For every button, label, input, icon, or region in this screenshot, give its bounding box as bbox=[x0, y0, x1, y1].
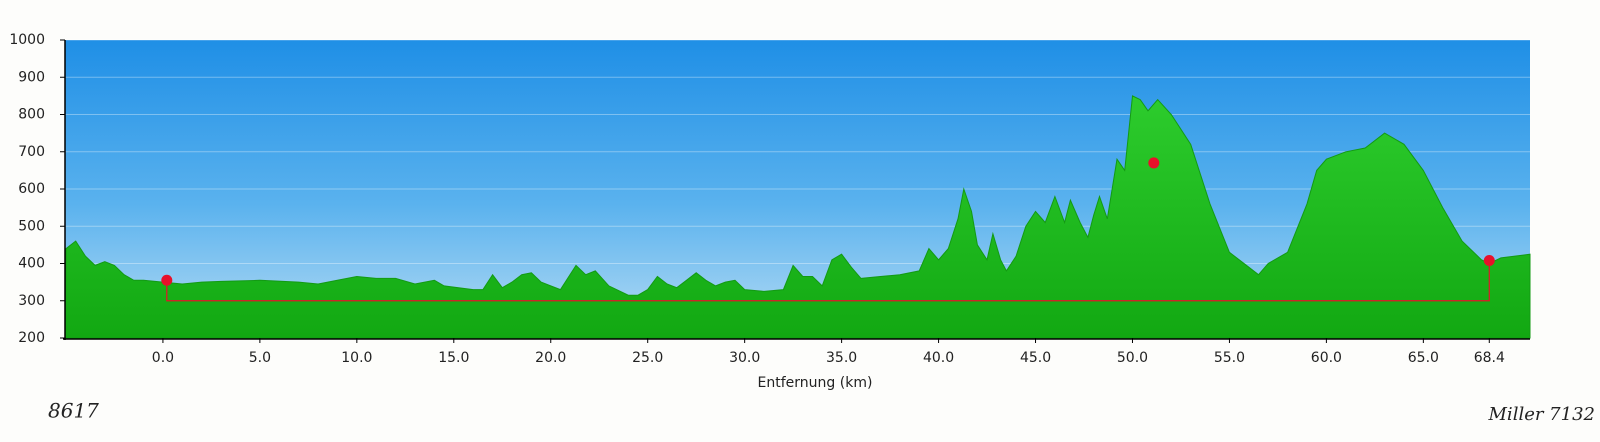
y-tick-label: 600 bbox=[18, 181, 45, 197]
y-tick-label: 500 bbox=[18, 218, 45, 234]
y-tick-label: 400 bbox=[18, 256, 45, 272]
y-tick-label: 700 bbox=[18, 144, 45, 160]
x-tick-label: 10.0 bbox=[341, 350, 372, 366]
y-tick-label: 900 bbox=[18, 69, 45, 85]
waypoint-marker bbox=[1483, 255, 1495, 267]
y-tick-label: 800 bbox=[18, 107, 45, 123]
y-tick-label: 1000 bbox=[9, 32, 45, 48]
x-tick-label: 45.0 bbox=[1020, 350, 1051, 366]
x-tick-label: 60.0 bbox=[1311, 350, 1342, 366]
annotation: Miller 7132 bbox=[1488, 404, 1596, 425]
x-tick-label: 0.0 bbox=[152, 350, 174, 366]
x-tick-label: 65.0 bbox=[1408, 350, 1439, 366]
x-tick-label: 68.4 bbox=[1474, 350, 1505, 366]
x-tick-label: 55.0 bbox=[1214, 350, 1245, 366]
x-tick-label: 25.0 bbox=[632, 350, 663, 366]
x-tick-label: 30.0 bbox=[729, 350, 760, 366]
x-tick-label: 35.0 bbox=[826, 350, 857, 366]
x-tick-label: 15.0 bbox=[438, 350, 469, 366]
y-tick-label: 300 bbox=[18, 293, 45, 309]
x-axis-title: Entfernung (km) bbox=[758, 375, 873, 391]
annotation: 8617 bbox=[48, 399, 99, 423]
waypoint-marker bbox=[161, 274, 173, 286]
waypoint-marker bbox=[1148, 157, 1160, 169]
y-tick-label: 200 bbox=[18, 330, 45, 346]
elevation-area bbox=[64, 95, 1531, 339]
x-tick-label: 5.0 bbox=[249, 350, 271, 366]
x-tick-label: 20.0 bbox=[535, 350, 566, 366]
x-tick-label: 40.0 bbox=[923, 350, 954, 366]
baseline-connector bbox=[166, 260, 1490, 302]
x-tick-label: 50.0 bbox=[1117, 350, 1148, 366]
